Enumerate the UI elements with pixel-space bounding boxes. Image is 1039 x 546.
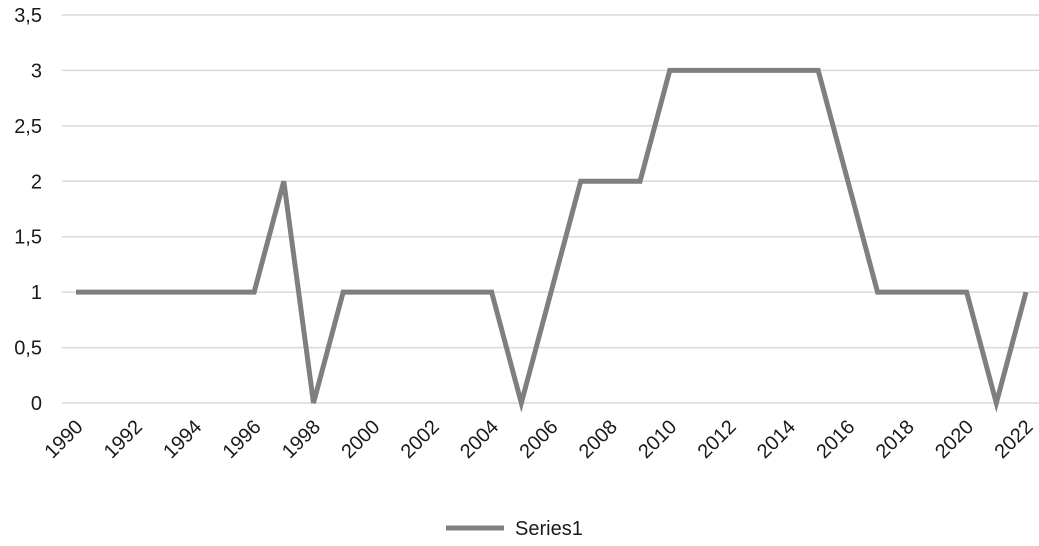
x-tick-label: 2012 <box>694 416 741 463</box>
x-tick-label: 2022 <box>991 416 1038 463</box>
series-line-series1 <box>76 67 1029 413</box>
x-tick-label: 1992 <box>100 416 147 463</box>
x-tick-label: 2014 <box>753 416 800 463</box>
x-tick-label: 2010 <box>634 416 681 463</box>
x-tick-label: 1996 <box>219 416 266 463</box>
y-tick-label: 0,5 <box>14 338 42 360</box>
x-tick-label: 2008 <box>575 416 622 463</box>
y-tick-label: 2,5 <box>14 116 42 138</box>
gridlines <box>62 14 1039 404</box>
x-axis-ticks: 1990 1992 1994 1996 1998 2000 2002 2004 2006 2008… <box>41 416 1038 463</box>
y-tick-label: 0 <box>31 393 42 415</box>
series-layer <box>76 67 1029 413</box>
x-tick-label: 1994 <box>159 416 206 463</box>
y-axis-ticks: 0 0,5 1 1,5 2 2,5 3 3,5 <box>14 5 42 415</box>
x-tick-label: 2020 <box>931 416 978 463</box>
y-tick-label: 2 <box>31 171 42 193</box>
y-tick-label: 3,5 <box>14 5 42 27</box>
x-tick-label: 2016 <box>812 416 859 463</box>
y-tick-label: 3 <box>31 60 42 82</box>
y-tick-label: 1 <box>31 282 42 304</box>
x-tick-label: 1990 <box>41 416 88 463</box>
x-tick-label: 1998 <box>278 416 325 463</box>
x-tick-label: 2018 <box>872 416 919 463</box>
x-tick-label: 2004 <box>456 416 503 463</box>
x-tick-label: 2000 <box>337 416 384 463</box>
legend: Series1 <box>446 518 583 540</box>
y-tick-label: 1,5 <box>14 227 42 249</box>
x-tick-label: 2002 <box>397 416 444 463</box>
x-tick-label: 2006 <box>516 416 563 463</box>
legend-label-series1: Series1 <box>515 518 583 540</box>
